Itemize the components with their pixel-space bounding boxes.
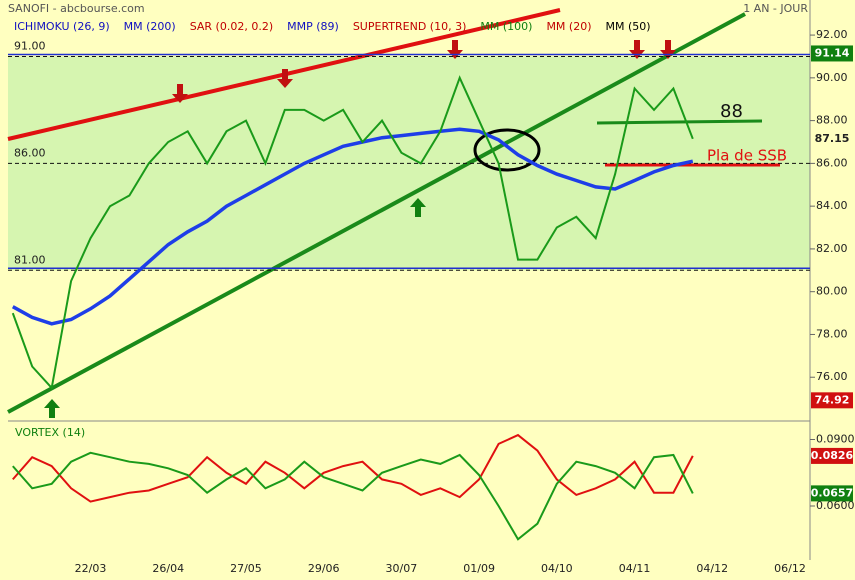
legend-entry: SAR (0.02, 0.2) <box>190 20 273 33</box>
reference-label: 81.00 <box>14 253 46 266</box>
x-tick-label: 30/07 <box>386 562 418 575</box>
y-tick-label: 92.00 <box>816 28 848 41</box>
legend-entry: MM (50) <box>606 20 651 33</box>
annotation: 88 <box>720 101 743 122</box>
price-marker <box>811 485 853 502</box>
legend-entry: ICHIMOKU (26, 9) <box>14 20 110 33</box>
arrow <box>44 399 60 418</box>
x-tick-label: 04/10 <box>541 562 573 575</box>
legend-entry: SUPERTREND (10, 3) <box>353 20 467 33</box>
page-title: SANOFI - abcbourse.com <box>8 2 145 15</box>
arrow <box>172 84 188 103</box>
y-tick-label: 86.00 <box>816 156 848 169</box>
y-tick-label: 78.00 <box>816 327 848 340</box>
level-line <box>596 119 763 125</box>
x-tick-label: 06/12 <box>774 562 806 575</box>
x-tick-label: 29/06 <box>308 562 340 575</box>
price-line <box>11 75 694 391</box>
arrow <box>410 198 426 217</box>
y-tick-label: 0.0600 <box>816 499 855 512</box>
x-tick-label: 26/04 <box>152 562 184 575</box>
price-marker <box>811 447 853 464</box>
period: 1 AN - JOUR <box>743 2 808 15</box>
support-trendline <box>7 12 746 414</box>
price-marker-label: 0.0657 <box>811 486 853 499</box>
vortex-line <box>12 451 694 541</box>
price-marker-label: 87.15 <box>815 132 850 145</box>
x-tick-label: 22/03 <box>75 562 107 575</box>
y-tick-label: 80.00 <box>816 285 848 298</box>
x-tick-label: 04/11 <box>619 562 651 575</box>
y-tick-label: 76.00 <box>816 370 848 383</box>
price-marker-label: 91.14 <box>815 46 850 59</box>
reference-label: 91.00 <box>14 39 46 52</box>
y-tick-label: 88.00 <box>816 114 848 127</box>
x-tick-label: 04/12 <box>696 562 728 575</box>
y-tick-label: 90.00 <box>816 71 848 84</box>
reference-label: 86.00 <box>14 146 46 159</box>
y-tick-label: 0.0900 <box>816 433 855 446</box>
moving-average <box>11 127 694 326</box>
legend-entry: MM (20) <box>546 20 591 33</box>
price-marker <box>811 130 853 147</box>
vortex-line <box>12 433 694 503</box>
up-arrows <box>44 198 426 418</box>
x-tick-label: 27/05 <box>230 562 262 575</box>
y-tick-label: 82.00 <box>816 242 848 255</box>
panel-title: VORTEX (14) <box>15 426 85 439</box>
price-marker <box>811 45 853 62</box>
legend-entry: MMP (89) <box>287 20 339 33</box>
price-marker <box>811 392 853 409</box>
x-tick-label: 01/09 <box>463 562 495 575</box>
circle-mark <box>473 128 541 172</box>
arrow <box>277 69 293 88</box>
legend-entry: MM (200) <box>124 20 176 33</box>
price-marker-label: 0.0826 <box>811 449 854 462</box>
y-tick-label: 84.00 <box>816 199 848 212</box>
legend-entry: MM (100) <box>480 20 532 33</box>
annotation: Pla de SSB <box>707 147 787 165</box>
price-marker-label: 74.92 <box>815 393 850 406</box>
